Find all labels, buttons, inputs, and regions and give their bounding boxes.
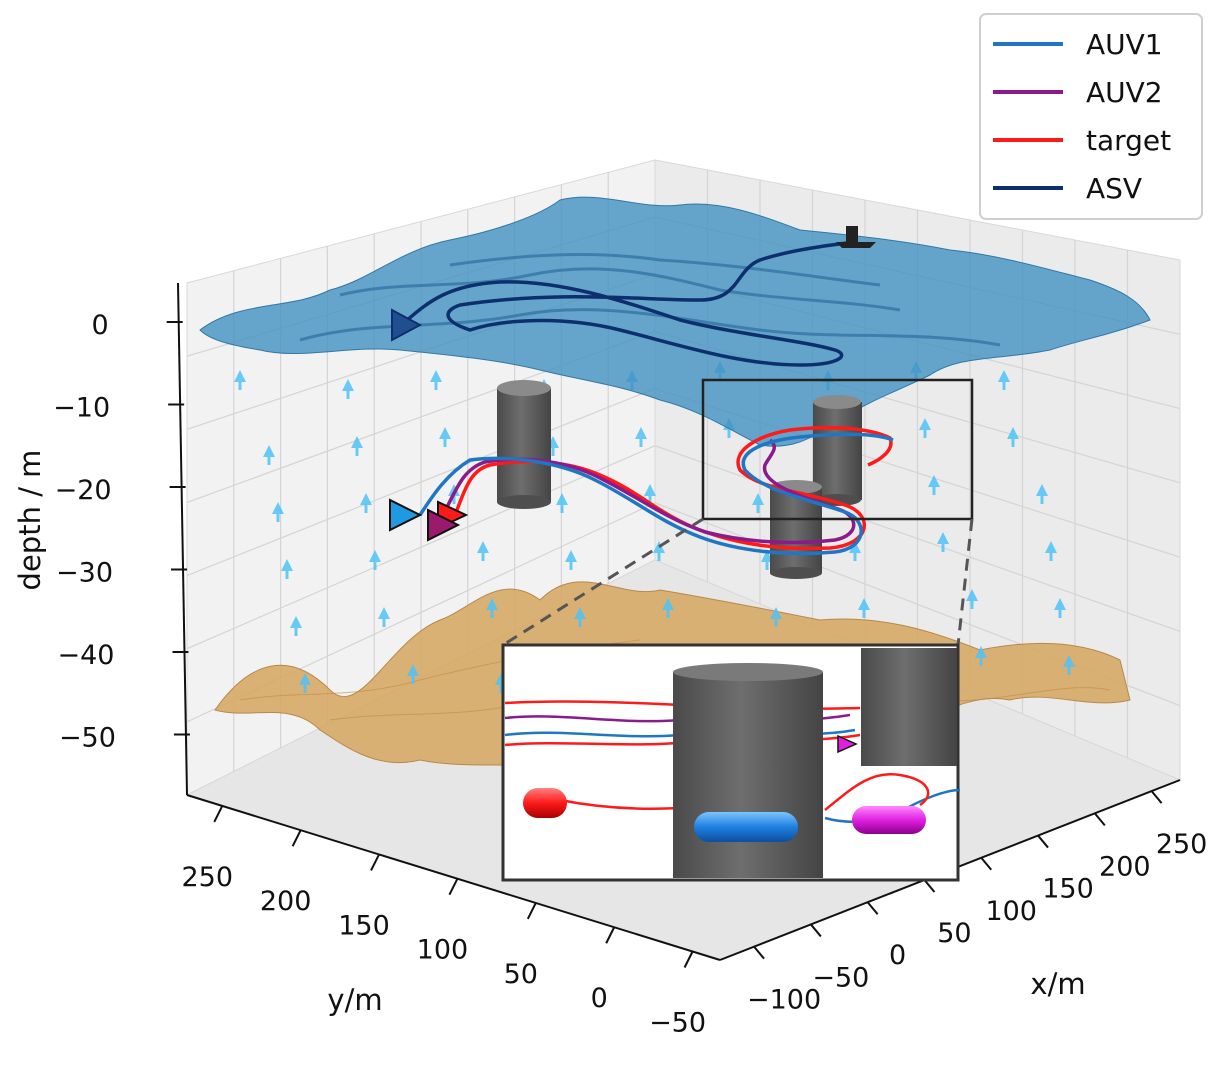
legend: AUV1 AUV2 target ASV	[979, 13, 1203, 220]
y-tick-label: 200	[260, 886, 312, 917]
x-tick-mark	[923, 879, 936, 893]
y-tick-label: 0	[591, 983, 608, 1014]
trajectories	[418, 425, 894, 556]
legend-item: target	[993, 124, 1171, 157]
zoom-inset	[501, 643, 961, 882]
y-tick-mark	[683, 951, 694, 968]
svg-text:ASV: ASV	[1086, 172, 1142, 205]
cylinder-obstacle	[497, 380, 551, 509]
x-tick-mark	[810, 923, 822, 938]
start-markers	[389, 498, 469, 542]
grid-line	[654, 445, 1181, 632]
y-tick-label: 150	[338, 910, 390, 941]
legend-box	[979, 13, 1203, 220]
grid-line	[186, 445, 656, 650]
x-tick-label: 50	[937, 918, 971, 949]
x-tick-label: 100	[985, 896, 1037, 927]
series-asv-line	[403, 240, 856, 367]
y-tick-mark	[526, 902, 537, 920]
x-axis-label: x/m	[1030, 967, 1085, 1001]
x-tick-label: 250	[1156, 829, 1208, 860]
inset-vehicle-auv2	[852, 806, 926, 834]
x-tick-mark	[980, 857, 993, 871]
asv-vessel-icon	[836, 226, 876, 248]
x-tick-label: −50	[812, 962, 869, 993]
obstacle-cylinders	[497, 380, 862, 579]
x-tick-mark	[753, 946, 765, 960]
inset-start-marker	[837, 734, 858, 754]
auv2-start-marker	[427, 508, 461, 542]
asv-start-marker	[391, 308, 423, 342]
inset-cylinder	[673, 663, 823, 878]
y-tick-label: 100	[417, 935, 469, 966]
x-tick-label: 0	[889, 940, 906, 971]
zoom-region-box	[701, 378, 974, 521]
x-tick-label: −100	[747, 985, 821, 1016]
legend-item: AUV2	[993, 76, 1163, 109]
y-tick-label: 250	[181, 862, 233, 893]
z-tick-label: −30	[56, 558, 113, 589]
x-tick-mark	[1094, 812, 1106, 826]
z-tick-label: −10	[53, 393, 110, 424]
inset-vehicle-auv1	[694, 812, 798, 842]
zoom-connector-right	[956, 518, 974, 646]
x-tick-mark	[1150, 790, 1163, 804]
grid-line	[186, 388, 656, 577]
auv1-start-marker	[389, 498, 423, 532]
z-tick-label: −50	[59, 723, 116, 754]
y-axis: −50 0 50 100 150 200 250 y/m	[181, 805, 706, 1039]
z-tick-label: 0	[91, 310, 108, 341]
z-axis: 0 −10 −20 −30 −40 −50 depth / m	[13, 310, 190, 754]
y-tick-label: 50	[504, 959, 538, 990]
z-axis-label: depth / m	[13, 450, 47, 591]
y-tick-mark	[370, 854, 380, 871]
x-tick-mark	[866, 901, 879, 915]
legend-item: ASV	[993, 172, 1142, 205]
y-tick-mark	[291, 829, 302, 847]
z-tick-label: −40	[58, 640, 115, 671]
y-axis-label: y/m	[327, 983, 382, 1017]
x-tick-mark	[1037, 834, 1049, 849]
x-tick-label: 200	[1099, 851, 1151, 882]
y-tick-mark	[605, 926, 616, 944]
y-tick-mark	[213, 805, 224, 823]
svg-text:AUV2: AUV2	[1086, 76, 1163, 109]
series-auv1-line	[418, 432, 894, 556]
x-tick-label: 150	[1042, 874, 1094, 905]
inset-cylinder	[861, 648, 957, 766]
y-tick-mark	[448, 878, 459, 896]
z-tick-label: −20	[55, 475, 112, 506]
svg-text:target: target	[1086, 124, 1171, 157]
legend-item: AUV1	[993, 28, 1163, 61]
sea-surface	[199, 196, 1151, 447]
cylinder-obstacle	[770, 480, 822, 579]
cylinder-obstacle	[813, 395, 862, 506]
svg-text:AUV1: AUV1	[1086, 28, 1163, 61]
y-tick-label: −50	[649, 1008, 706, 1039]
inset-vehicle-target	[523, 788, 567, 818]
